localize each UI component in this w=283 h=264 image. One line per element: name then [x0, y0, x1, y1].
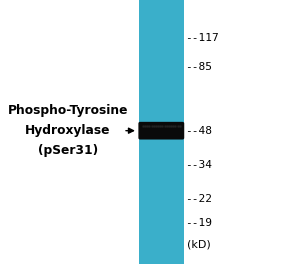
Text: --48: --48 — [185, 126, 212, 136]
FancyBboxPatch shape — [138, 122, 184, 139]
Text: --22: --22 — [185, 194, 212, 204]
Text: Hydroxylase: Hydroxylase — [25, 124, 111, 137]
Bar — [139, 0, 184, 264]
Text: --85: --85 — [185, 62, 212, 72]
Text: Phospho-Tyrosine: Phospho-Tyrosine — [8, 104, 128, 117]
Text: (pSer31): (pSer31) — [38, 144, 98, 157]
Text: (kD): (kD) — [187, 240, 211, 250]
Text: --117: --117 — [185, 33, 219, 43]
Text: --19: --19 — [185, 218, 212, 228]
Text: --34: --34 — [185, 160, 212, 170]
